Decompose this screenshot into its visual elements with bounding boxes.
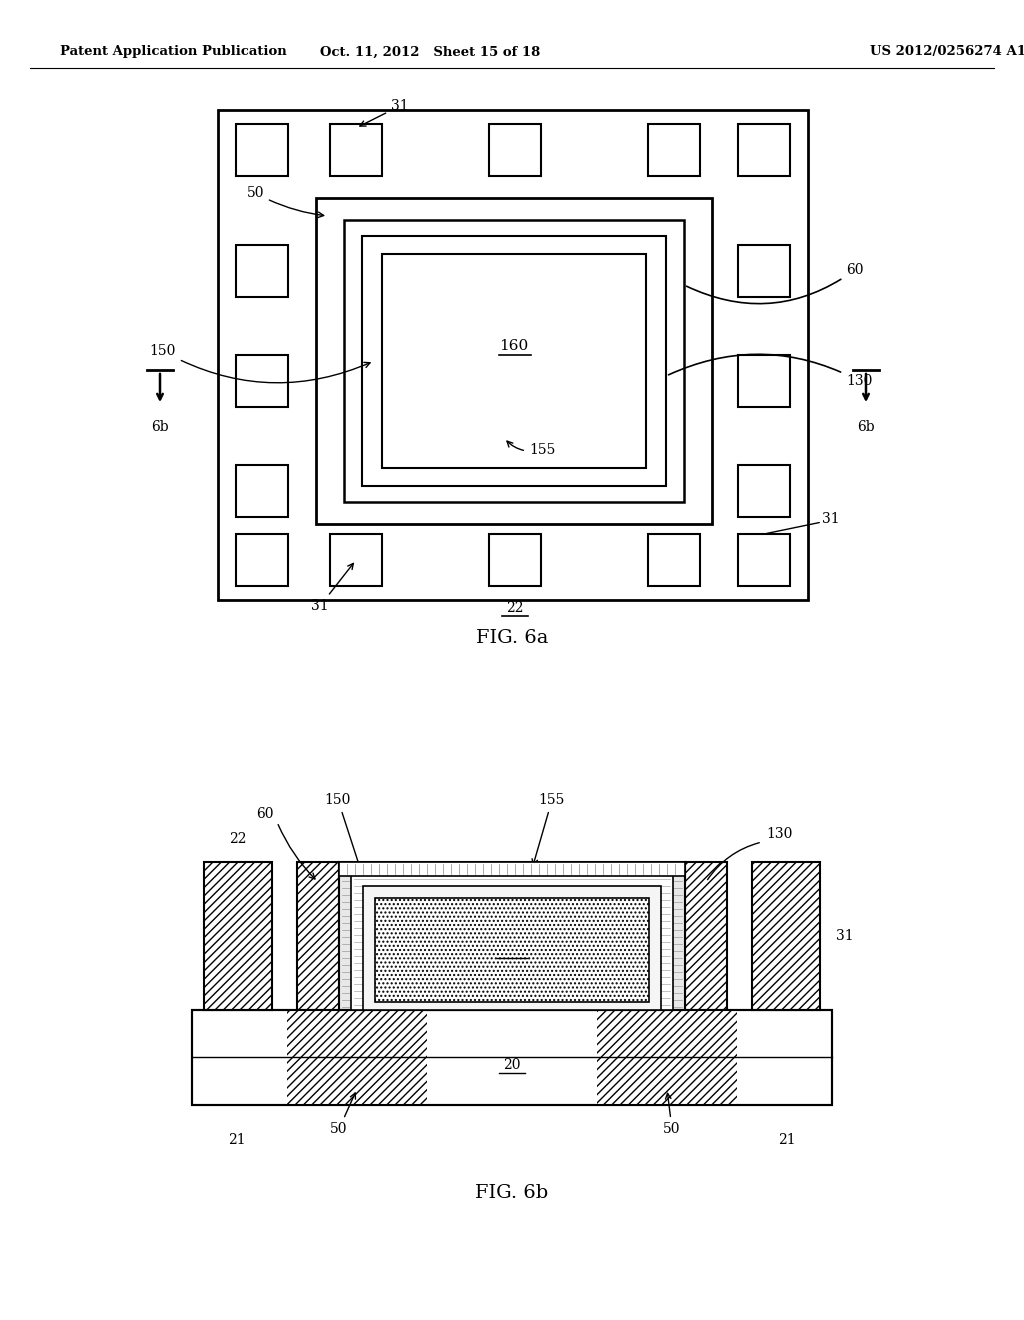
Bar <box>339 862 685 876</box>
Text: 155: 155 <box>532 793 565 865</box>
Text: 150: 150 <box>150 345 370 383</box>
Bar <box>752 862 820 1010</box>
Text: Patent Application Publication: Patent Application Publication <box>60 45 287 58</box>
Text: 31: 31 <box>836 929 854 942</box>
Bar <box>316 198 712 524</box>
Bar <box>193 1010 831 1105</box>
Bar <box>351 874 673 1010</box>
Text: 160: 160 <box>499 942 525 957</box>
Text: FIG. 6b: FIG. 6b <box>475 1184 549 1203</box>
Bar <box>287 1010 427 1105</box>
Bar <box>339 862 685 1010</box>
Bar <box>236 535 288 586</box>
Text: 20: 20 <box>503 1059 521 1072</box>
Text: 21: 21 <box>778 1133 796 1147</box>
Text: 150: 150 <box>325 793 364 876</box>
Bar <box>330 535 382 586</box>
Bar <box>236 246 288 297</box>
Text: US 2012/0256274 A1: US 2012/0256274 A1 <box>870 45 1024 58</box>
Bar <box>297 862 339 1010</box>
Bar <box>597 1010 737 1105</box>
Bar <box>489 535 541 586</box>
Bar <box>287 1010 427 1105</box>
Bar <box>375 898 649 1002</box>
Bar <box>597 1010 737 1105</box>
Text: 50: 50 <box>664 1093 681 1137</box>
Bar <box>193 1010 831 1105</box>
Bar <box>218 110 808 601</box>
Bar <box>685 862 727 1010</box>
Text: 31: 31 <box>311 564 353 612</box>
Bar <box>738 124 790 176</box>
Bar <box>738 246 790 297</box>
Text: 60: 60 <box>256 807 273 821</box>
Text: 155: 155 <box>507 441 555 457</box>
Text: 160: 160 <box>500 339 528 352</box>
Bar <box>344 220 684 502</box>
Bar <box>236 355 288 407</box>
Bar <box>382 253 646 469</box>
Text: 22: 22 <box>229 832 247 846</box>
Text: 50: 50 <box>331 1093 355 1137</box>
Text: FIG. 6a: FIG. 6a <box>476 630 548 647</box>
Bar <box>339 862 685 1010</box>
Text: 31: 31 <box>359 99 409 125</box>
Text: 31: 31 <box>822 512 840 525</box>
Bar <box>648 124 700 176</box>
Text: 6b: 6b <box>857 420 874 434</box>
Bar <box>738 535 790 586</box>
Bar <box>489 124 541 176</box>
Bar <box>204 862 272 1010</box>
Bar <box>236 124 288 176</box>
Bar <box>738 355 790 407</box>
Bar <box>236 465 288 517</box>
Text: 6b: 6b <box>152 420 169 434</box>
Bar <box>362 886 662 1010</box>
Text: 60: 60 <box>686 263 863 304</box>
Bar <box>738 465 790 517</box>
Text: 21: 21 <box>228 1133 246 1147</box>
Text: 130: 130 <box>766 828 793 841</box>
Text: Oct. 11, 2012   Sheet 15 of 18: Oct. 11, 2012 Sheet 15 of 18 <box>319 45 540 58</box>
Text: 130: 130 <box>669 354 872 388</box>
Bar <box>330 124 382 176</box>
Text: 22: 22 <box>506 601 523 615</box>
Bar <box>362 236 666 486</box>
Text: 50: 50 <box>247 186 324 218</box>
Bar <box>648 535 700 586</box>
